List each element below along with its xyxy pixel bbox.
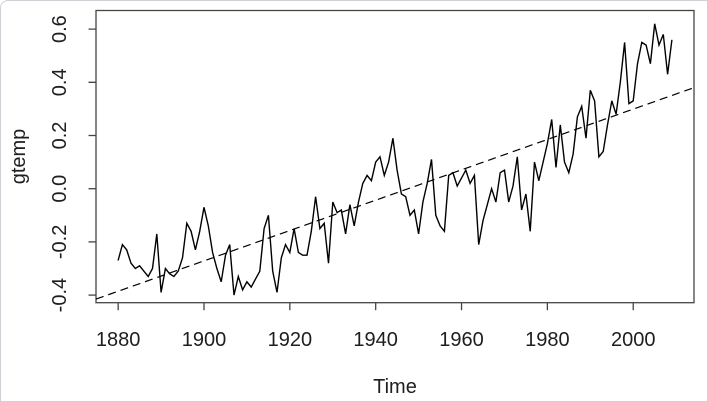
plot-area: 1880 1900 1920 1940 1960 1980 2000 -0.4 -0.2 0.0 0… xyxy=(49,9,695,351)
x-axis-tick-label: 2000 xyxy=(611,329,656,351)
gtemp-series-line xyxy=(117,23,673,296)
y-axis-tick-label: 0.4 xyxy=(49,68,71,96)
y-axis-tick-label: -0.4 xyxy=(49,278,71,312)
y-axis-tick-label: 0.0 xyxy=(49,175,71,203)
y-axis-tick-label: 0.2 xyxy=(49,122,71,150)
y-axis-title: gtemp xyxy=(8,129,30,185)
x-axis-tick-label: 1880 xyxy=(96,329,141,351)
x-axis-tick-label: 1900 xyxy=(182,329,227,351)
x-axis-tick-label: 1940 xyxy=(353,329,398,351)
trend-line xyxy=(95,87,695,300)
plot-border-box xyxy=(95,9,695,304)
x-axis-tick-label: 1920 xyxy=(268,329,313,351)
x-axis-tick-label: 1980 xyxy=(525,329,570,351)
y-axis-tick-label: 0.6 xyxy=(49,15,71,43)
x-axis-tick-label: 1960 xyxy=(439,329,484,351)
y-axis-tick-label: -0.2 xyxy=(49,225,71,259)
x-axis-title: Time xyxy=(373,376,417,398)
